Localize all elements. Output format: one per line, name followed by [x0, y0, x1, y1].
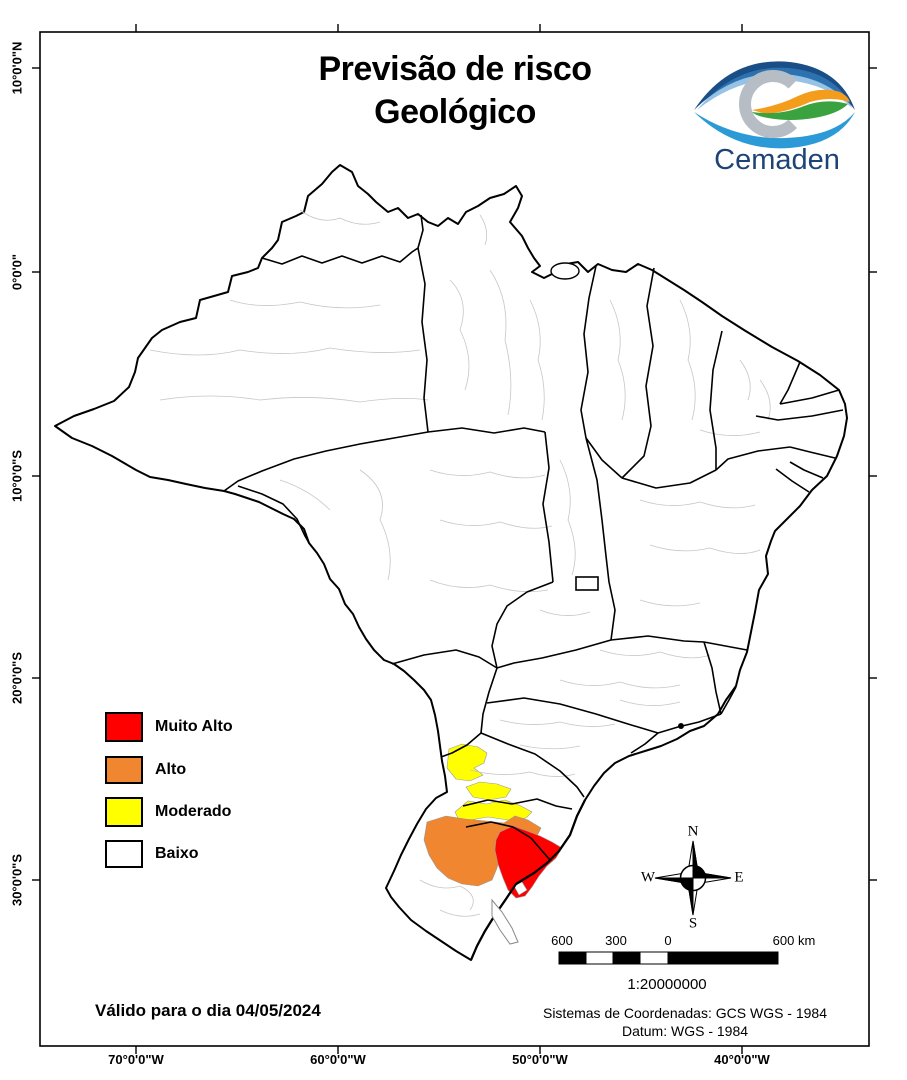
scale-label-600-left: 600: [551, 933, 573, 948]
lat-label-20s: 20°0'0"S: [9, 651, 25, 705]
legend-label-muito-alto: Muito Alto: [155, 718, 233, 735]
lagoa-dos-patos: [491, 898, 519, 945]
legend-swatch-muito-alto: [105, 712, 143, 742]
compass-n-label: N: [687, 823, 699, 840]
compass-s-label: S: [688, 915, 698, 932]
scale-label-300: 300: [605, 933, 627, 948]
legend-swatch-moderado: [105, 797, 143, 827]
page-title: Previsão de risco Geológico: [150, 48, 760, 133]
legend-label-moderado: Moderado: [155, 803, 232, 820]
cemaden-logo-icon: [694, 61, 855, 149]
legend-label-alto: Alto: [155, 761, 187, 778]
state-borders: [223, 214, 844, 862]
risk-region-moderado-2: [465, 781, 512, 801]
lon-label-60w: 60°0'0"W: [310, 1052, 366, 1067]
legend-swatch-baixo: [105, 840, 143, 868]
coastline: [469, 799, 586, 961]
brazil-outline: [54, 164, 848, 961]
lon-label-40w: 40°0'0"W: [714, 1052, 770, 1067]
page-title-line2: Geológico: [374, 92, 536, 131]
risk-region-hole: [513, 881, 528, 896]
cemaden-logo-wordmark: Cemaden: [714, 144, 840, 176]
guanabara-bay-dot: [678, 723, 684, 729]
marajo-island: [550, 262, 580, 280]
lon-label-70w: 70°0'0"W: [108, 1052, 164, 1067]
lon-label-50w: 50°0'0"W: [512, 1052, 568, 1067]
page-title-line1: Previsão de risco: [318, 50, 592, 88]
scale-ratio: 1:20000000: [627, 976, 707, 993]
coordinate-system-text: Sistemas de Coordenadas: GCS WGS - 1984: [542, 1005, 828, 1021]
lat-label-10s: 10°0'0"S: [9, 449, 25, 503]
graticule-ticks: [32, 24, 877, 1054]
scale-label-0: 0: [664, 933, 672, 948]
lat-label-0: 0°0'0": [9, 253, 25, 291]
risk-region-muito-alto: [494, 825, 563, 899]
compass-e-label: E: [734, 869, 744, 886]
scale-label-600km: 600 km: [772, 933, 816, 948]
legend-label-baixo: Baixo: [155, 845, 199, 862]
lat-label-10n: 10°0'0"N: [9, 41, 25, 95]
datum-text: Datum: WGS - 1984: [621, 1023, 749, 1039]
lat-label-30s: 30°0'0"S: [9, 853, 25, 907]
scale-bar: [558, 951, 779, 965]
compass-w-label: W: [640, 869, 656, 886]
risk-region-moderado-1: [446, 743, 488, 782]
map-frame: [39, 31, 870, 1047]
municipal-borders: [149, 209, 771, 917]
legend-swatch-alto: [105, 756, 143, 784]
validity-date: Válido para o dia 04/05/2024: [95, 1001, 321, 1020]
compass-rose: [654, 840, 732, 916]
distrito-federal: [575, 576, 599, 591]
